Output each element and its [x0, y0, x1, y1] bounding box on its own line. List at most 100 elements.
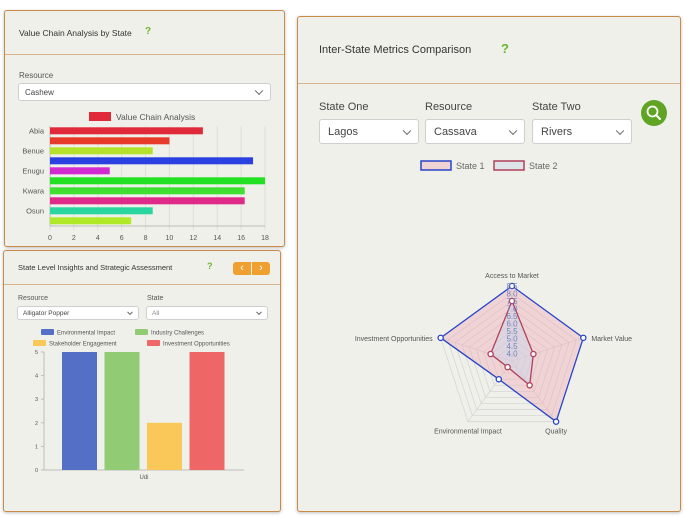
inter-state-title: Inter-State Metrics Comparison: [319, 44, 472, 56]
help-icon[interactable]: ?: [501, 41, 509, 56]
next-button[interactable]: ›: [252, 262, 270, 275]
bar: [50, 167, 110, 175]
radar-grid: [475, 323, 549, 392]
help-icon[interactable]: ?: [145, 26, 152, 37]
y-tick-label: Kwara: [23, 187, 45, 196]
legend-swatch: [89, 112, 111, 121]
x-tick-label: 4: [96, 235, 100, 242]
x-tick-label: 16: [237, 235, 245, 242]
legend-label: Investment Opportunities: [163, 342, 230, 348]
bar: [50, 127, 203, 135]
x-tick-label: 12: [189, 235, 197, 242]
help-icon[interactable]: ?: [207, 261, 213, 271]
radar-series-area: [489, 299, 535, 387]
radar-axis-label: Environmental Impact: [434, 429, 502, 436]
bar: [50, 147, 153, 155]
radar-point: [508, 297, 516, 305]
legend-label: State 2: [529, 161, 558, 171]
x-tick-label: 14: [213, 235, 221, 242]
radar-axis-label: Market Value: [591, 336, 632, 343]
legend-label: Stakeholder Engagement: [49, 342, 117, 348]
value-chain-card-header: Value Chain Analysis by State ?: [5, 11, 284, 55]
bar: [50, 157, 254, 165]
y-tick-label: 4: [35, 374, 38, 380]
bar: [50, 177, 265, 185]
x-tick-label: 2: [72, 235, 76, 242]
resource-select[interactable]: Alligator Popper: [17, 306, 139, 320]
legend-label: Value Chain Analysis: [116, 112, 195, 122]
chevron-down-icon: [508, 126, 518, 135]
radar-point: [530, 350, 537, 358]
bar: [50, 207, 153, 215]
bar: [62, 352, 97, 470]
radar-axis-label: Quality: [545, 429, 567, 436]
resource-select-value: Alligator Popper: [23, 309, 70, 317]
x-tick-label: 18: [261, 235, 269, 242]
x-tick-label: 8: [144, 235, 148, 242]
y-tick-label: Abia: [29, 127, 45, 136]
radar-point: [437, 334, 444, 342]
x-tick-label: 6: [120, 235, 124, 242]
radar-axis-label: Access to Market: [485, 273, 539, 280]
y-tick-label: Osun: [26, 207, 44, 216]
prev-button[interactable]: ‹: [233, 262, 251, 275]
radar-point: [504, 363, 511, 371]
search-icon: [646, 105, 661, 120]
radar-spoke: [511, 337, 584, 362]
value-chain-title: Value Chain Analysis by State: [19, 28, 132, 38]
radar-point: [495, 375, 503, 383]
radar-grid: [461, 308, 563, 404]
radar-tick-label: 4.0: [506, 350, 518, 359]
resource-select[interactable]: Cassava: [425, 119, 525, 144]
radar-spoke: [511, 360, 557, 422]
chevron-right-icon: ›: [259, 262, 263, 274]
inter-state-card-header: Inter-State Metrics Comparison ?: [298, 17, 680, 84]
y-tick-label: 2: [35, 421, 38, 427]
state-one-select[interactable]: Lagos: [319, 119, 419, 144]
state-two-value: Rivers: [541, 125, 573, 138]
chevron-down-icon: [256, 309, 262, 316]
inter-state-radar-chart: State 1 State 2 Access to Market Market Val…: [355, 160, 632, 436]
radar-tick-label: 5.5: [506, 327, 518, 336]
resource-select[interactable]: Cashew: [18, 83, 271, 101]
state-select[interactable]: All: [146, 306, 268, 320]
resource-value: Cassava: [434, 125, 477, 138]
legend-label: Environmental Impact: [57, 331, 115, 337]
y-tick-label: Benue: [22, 147, 44, 156]
legend-swatch: [420, 160, 452, 171]
y-tick-label: Enugu: [22, 167, 44, 176]
state-insights-title: State Level Insights and Strategic Asses…: [18, 263, 173, 272]
state-insights-chart: Environmental Impact Industry Challenges S…: [33, 329, 244, 481]
radar-point: [508, 282, 516, 290]
resource-label: Resource: [19, 71, 54, 80]
radar-point: [552, 418, 560, 425]
state-label: State: [147, 295, 164, 302]
radar-tick-label: 8.0: [506, 290, 518, 299]
legend-swatch: [33, 340, 46, 346]
search-button[interactable]: [641, 100, 667, 126]
state-select-value: All: [152, 309, 160, 317]
chevron-down-icon: [127, 309, 133, 316]
x-tick-label: 0: [48, 235, 52, 242]
resource-label: Resource: [425, 101, 473, 113]
bar: [50, 187, 245, 195]
radar-tick-label: 8.5: [506, 282, 518, 291]
state-two-select[interactable]: Rivers: [532, 119, 632, 144]
state-one-value: Lagos: [328, 125, 358, 138]
legend-swatch: [147, 340, 160, 346]
y-tick-label: 1: [35, 444, 38, 450]
chevron-down-icon: [615, 126, 625, 135]
radar-grid: [497, 345, 527, 374]
state-two-label: State Two: [532, 101, 581, 113]
radar-tick-label: 4.5: [506, 342, 518, 351]
bar: [50, 217, 132, 225]
radar-grid: [504, 353, 520, 368]
value-chain-card: Value Chain Analysis by State ? Resource…: [4, 10, 285, 247]
y-tick-label: 3: [35, 397, 38, 403]
radar-spoke: [467, 360, 513, 422]
x-tick-label: 10: [166, 235, 174, 242]
radar-point: [487, 350, 494, 358]
radar-grid: [447, 293, 577, 417]
legend-swatch: [493, 160, 525, 171]
legend-swatch: [135, 329, 148, 335]
